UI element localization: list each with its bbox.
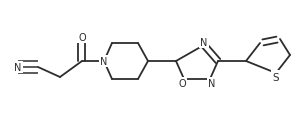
Text: N: N <box>100 57 108 66</box>
Text: O: O <box>178 78 186 88</box>
Text: N: N <box>200 38 208 48</box>
Text: N: N <box>14 62 22 72</box>
Text: N: N <box>208 78 216 88</box>
Text: O: O <box>78 33 86 43</box>
Text: S: S <box>273 72 279 82</box>
